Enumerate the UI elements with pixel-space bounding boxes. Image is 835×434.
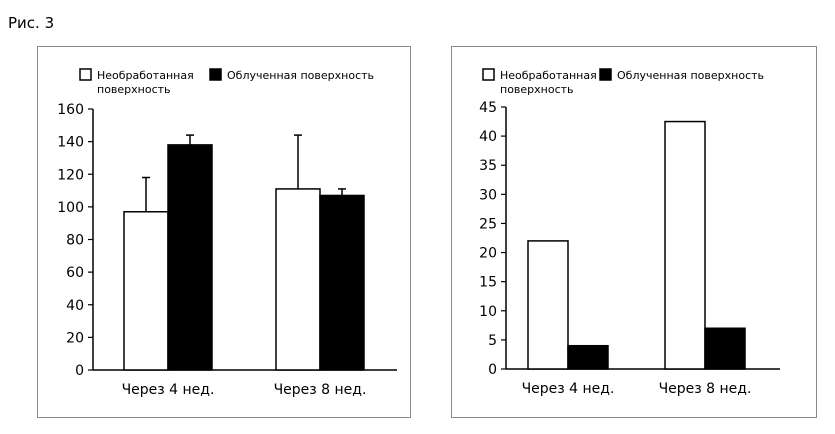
y-tick-label: 80 [66, 233, 84, 249]
y-tick-label: 60 [66, 265, 84, 281]
y-tick-label: 160 [57, 102, 84, 118]
y-tick-label: 20 [66, 330, 84, 346]
bar-irradiated [704, 327, 746, 370]
bar-irradiated [167, 144, 213, 371]
y-tick-label: 100 [57, 200, 84, 216]
legend-label-1: Необработанная [500, 69, 597, 82]
y-tick-label: 20 [479, 246, 497, 262]
y-tick-label: 140 [57, 135, 84, 151]
y-tick-label: 0 [75, 363, 84, 379]
y-tick-label: 25 [479, 216, 497, 232]
legend-label-2: Облученная поверхность [227, 69, 374, 82]
legend-label-1: поверхность [500, 83, 574, 96]
legend-swatch-1 [482, 68, 495, 81]
y-tick-label: 10 [479, 304, 497, 320]
bar-untreated [527, 240, 569, 370]
x-category-label: Через 8 нед. [659, 381, 752, 397]
bar-irradiated [319, 194, 365, 371]
chart-panel-right: Необработанная поверхность Облученная пове… [451, 46, 817, 418]
y-tick-label: 5 [488, 333, 497, 349]
y-tick-label: 40 [66, 298, 84, 314]
y-tick-label: 0 [488, 362, 497, 378]
y-tick-label: 45 [479, 100, 497, 116]
y-tick-label: 15 [479, 275, 497, 291]
legend-label-2: Облученная поверхность [617, 69, 764, 82]
figure-label: Рис. 3 [8, 14, 55, 32]
bar-untreated [664, 120, 706, 370]
legend-swatch-2 [599, 68, 612, 81]
y-tick-label: 40 [479, 129, 497, 145]
x-category-label: Через 4 нед. [122, 382, 215, 398]
x-category-label: Через 4 нед. [522, 381, 615, 397]
chart-panel-left: Необработанная поверхность Облученная пове… [37, 46, 411, 418]
bar-irradiated [567, 344, 609, 370]
y-tick-label: 30 [479, 187, 497, 203]
bar-untreated [123, 211, 169, 371]
legend-swatch-1 [79, 68, 92, 81]
legend-label-1: поверхность [97, 83, 171, 96]
legend-swatch-2 [209, 68, 222, 81]
y-tick-label: 120 [57, 167, 84, 183]
y-tick-label: 35 [479, 158, 497, 174]
bar-untreated [275, 188, 321, 371]
x-category-label: Через 8 нед. [274, 382, 367, 398]
legend-label-1: Необработанная [97, 69, 194, 82]
